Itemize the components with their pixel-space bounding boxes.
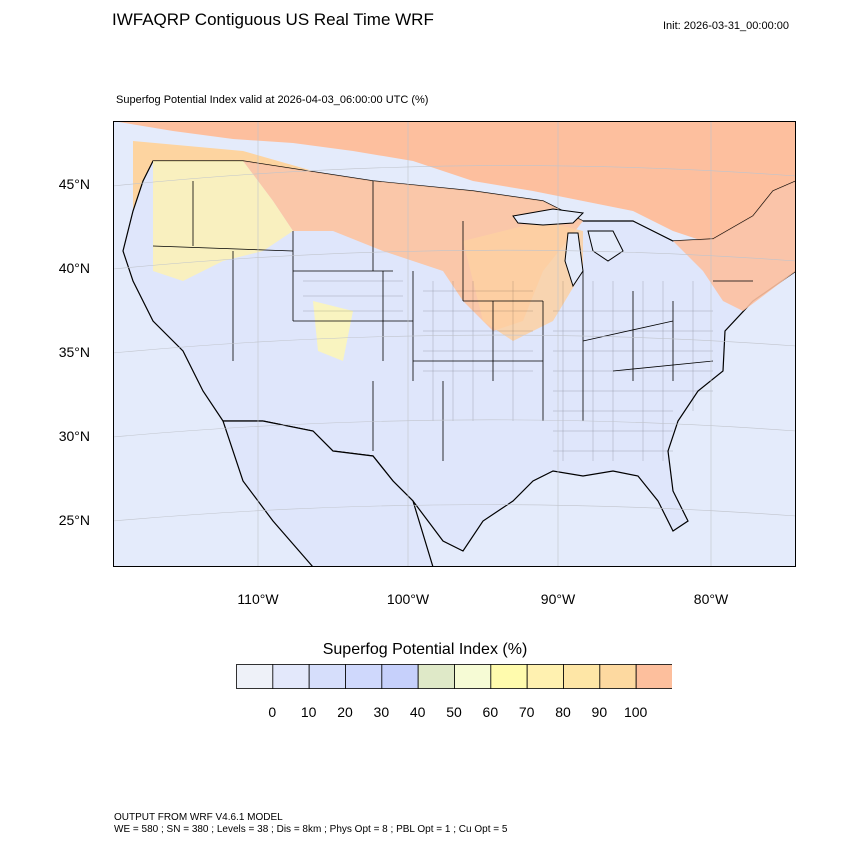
lon-label-110w: 110°W — [237, 591, 279, 607]
graticule — [113, 121, 796, 567]
lake-michigan — [564, 232, 584, 288]
colorbar-box — [381, 664, 419, 689]
canada-fog-region — [113, 121, 796, 281]
lat-label-40n: 40°N — [58, 260, 90, 276]
lat-label-45n: 45°N — [58, 176, 90, 192]
county-lines — [303, 280, 713, 461]
lon-label-90w: 90°W — [540, 591, 576, 607]
lake-huron — [587, 230, 624, 262]
central-yellow-band — [313, 301, 353, 361]
colorbar-tick-label: 70 — [518, 704, 535, 720]
us-land — [122, 160, 796, 552]
colorbar-tick-label: 80 — [555, 704, 571, 720]
init-time-label: Init: 2026-03-31_00:00:00 — [663, 20, 789, 32]
footer-model-line: OUTPUT FROM WRF V4.6.1 MODEL — [114, 812, 283, 823]
map-panel — [113, 121, 796, 567]
colorbar-box — [308, 664, 346, 689]
colorbar-tick-label: 0 — [268, 704, 277, 720]
colorbar-box — [526, 664, 564, 689]
lat-label-30n: 30°N — [58, 428, 90, 444]
colorbar-box — [490, 664, 528, 689]
colorbar-box — [236, 664, 274, 689]
colorbar-tick-label: 40 — [409, 704, 426, 720]
colorbar-tick-label: 30 — [373, 704, 390, 720]
colorbar-tick-label: 20 — [337, 704, 353, 720]
state-borders — [152, 181, 753, 461]
lat-label-25n: 25°N — [58, 512, 90, 528]
footer-config-line: WE = 580 ; SN = 380 ; Levels = 38 ; Dis … — [114, 824, 508, 835]
colorbar-tick-label: 90 — [591, 704, 608, 720]
colorbar-box — [454, 664, 492, 689]
colorbar-tick-label: 50 — [446, 704, 462, 720]
lon-label-100w: 100°W — [386, 591, 430, 607]
northeast-fog — [673, 181, 796, 311]
colorbar-box — [563, 664, 601, 689]
colorbar-box — [417, 664, 455, 689]
lat-label-35n: 35°N — [58, 344, 90, 360]
map-subtitle: Superfog Potential Index valid at 2026-0… — [116, 94, 429, 106]
colorbar-title: Superfog Potential Index (%) — [322, 641, 528, 658]
mexico-land — [222, 420, 434, 567]
page-title: IWFAQRP Contiguous US Real Time WRF — [112, 10, 434, 29]
colorbar-box — [635, 664, 672, 689]
colorbar-tick-label: 60 — [482, 704, 499, 720]
lake-superior — [512, 208, 585, 226]
colorbar-box — [599, 664, 637, 689]
map-frame — [113, 121, 796, 567]
colorbar-tick-label: 10 — [300, 704, 317, 720]
colorbar — [236, 664, 672, 689]
colorbar-box — [345, 664, 383, 689]
lon-label-80w: 80°W — [693, 591, 729, 607]
colorbar-box — [272, 664, 310, 689]
colorbar-tick-label: 100 — [623, 704, 648, 720]
